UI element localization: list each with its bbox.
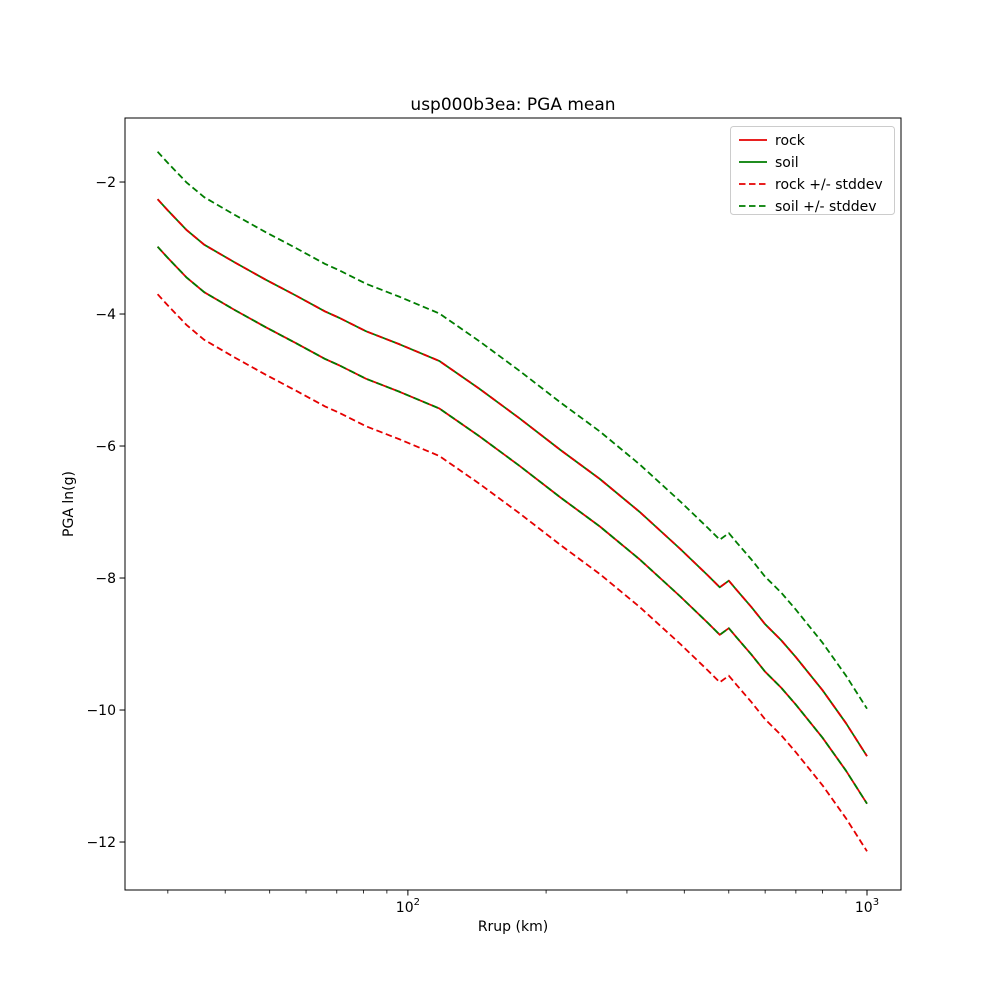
y-axis-label: PGA ln(g) [61, 471, 77, 537]
series-soil-stddev [156, 151, 868, 710]
x-tick-label: 103 [855, 897, 879, 916]
y-tick-label: −2 [95, 175, 116, 191]
chart-curves [156, 151, 868, 852]
chart-title: usp000b3ea: PGA mean [410, 95, 615, 115]
series-rock-stddev [156, 198, 868, 757]
y-tick-label: −4 [95, 307, 116, 323]
legend-entry-label: rock [775, 133, 806, 149]
series-rock-stddev [156, 293, 868, 852]
plot-area [125, 118, 901, 890]
legend: rock soil rock +/- stddev soil +/- stddev [730, 126, 895, 215]
y-tick-label: −8 [95, 571, 116, 587]
y-tick-label: −12 [86, 835, 116, 851]
legend-frame [730, 126, 895, 215]
y-axis-ticks: −2 −4 −6 −8 −10 −12 [86, 175, 125, 851]
x-tick-label: 102 [396, 897, 420, 916]
y-tick-label: −10 [86, 703, 116, 719]
legend-entry-label: rock +/- stddev [775, 177, 883, 193]
x-axis-label: Rrup (km) [478, 919, 548, 935]
series-soil-stddev [156, 246, 868, 805]
y-tick-label: −6 [95, 439, 116, 455]
plot-border [124, 117, 902, 891]
legend-entry-label: soil +/- stddev [775, 199, 877, 215]
legend-entry-label: soil [775, 155, 799, 171]
x-axis-ticks: 102 103 [167, 890, 879, 916]
